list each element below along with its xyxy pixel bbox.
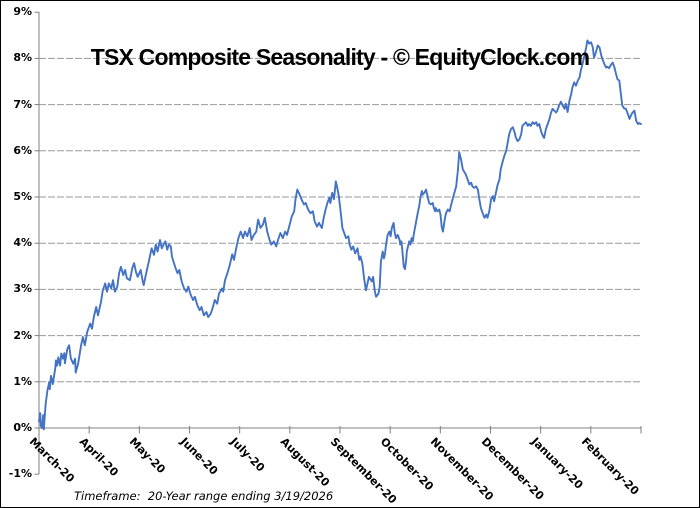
y-axis-label: 0% xyxy=(13,421,32,434)
y-axis-label: -1% xyxy=(8,467,32,481)
chart-title: TSX Composite Seasonality - © EquityCloc… xyxy=(90,44,590,70)
y-axis-label: 1% xyxy=(13,374,32,388)
timeframe-note: Timeframe: 20-Year range ending 3/19/202… xyxy=(74,489,334,503)
y-axis-label: 3% xyxy=(13,282,32,296)
y-axis-label: 6% xyxy=(13,143,32,157)
y-axis-label: 5% xyxy=(13,190,32,203)
y-axis-label: 4% xyxy=(13,236,32,250)
y-axis-label: 2% xyxy=(13,328,32,342)
y-axis-label: 9% xyxy=(13,5,32,19)
y-axis-label: 7% xyxy=(13,97,32,111)
y-axis-label: 8% xyxy=(13,51,32,65)
seasonality-line xyxy=(38,39,642,431)
